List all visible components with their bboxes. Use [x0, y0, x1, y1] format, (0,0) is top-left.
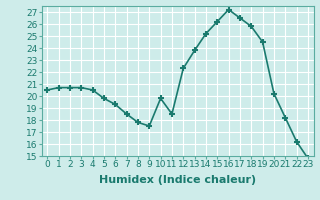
X-axis label: Humidex (Indice chaleur): Humidex (Indice chaleur)	[99, 175, 256, 185]
